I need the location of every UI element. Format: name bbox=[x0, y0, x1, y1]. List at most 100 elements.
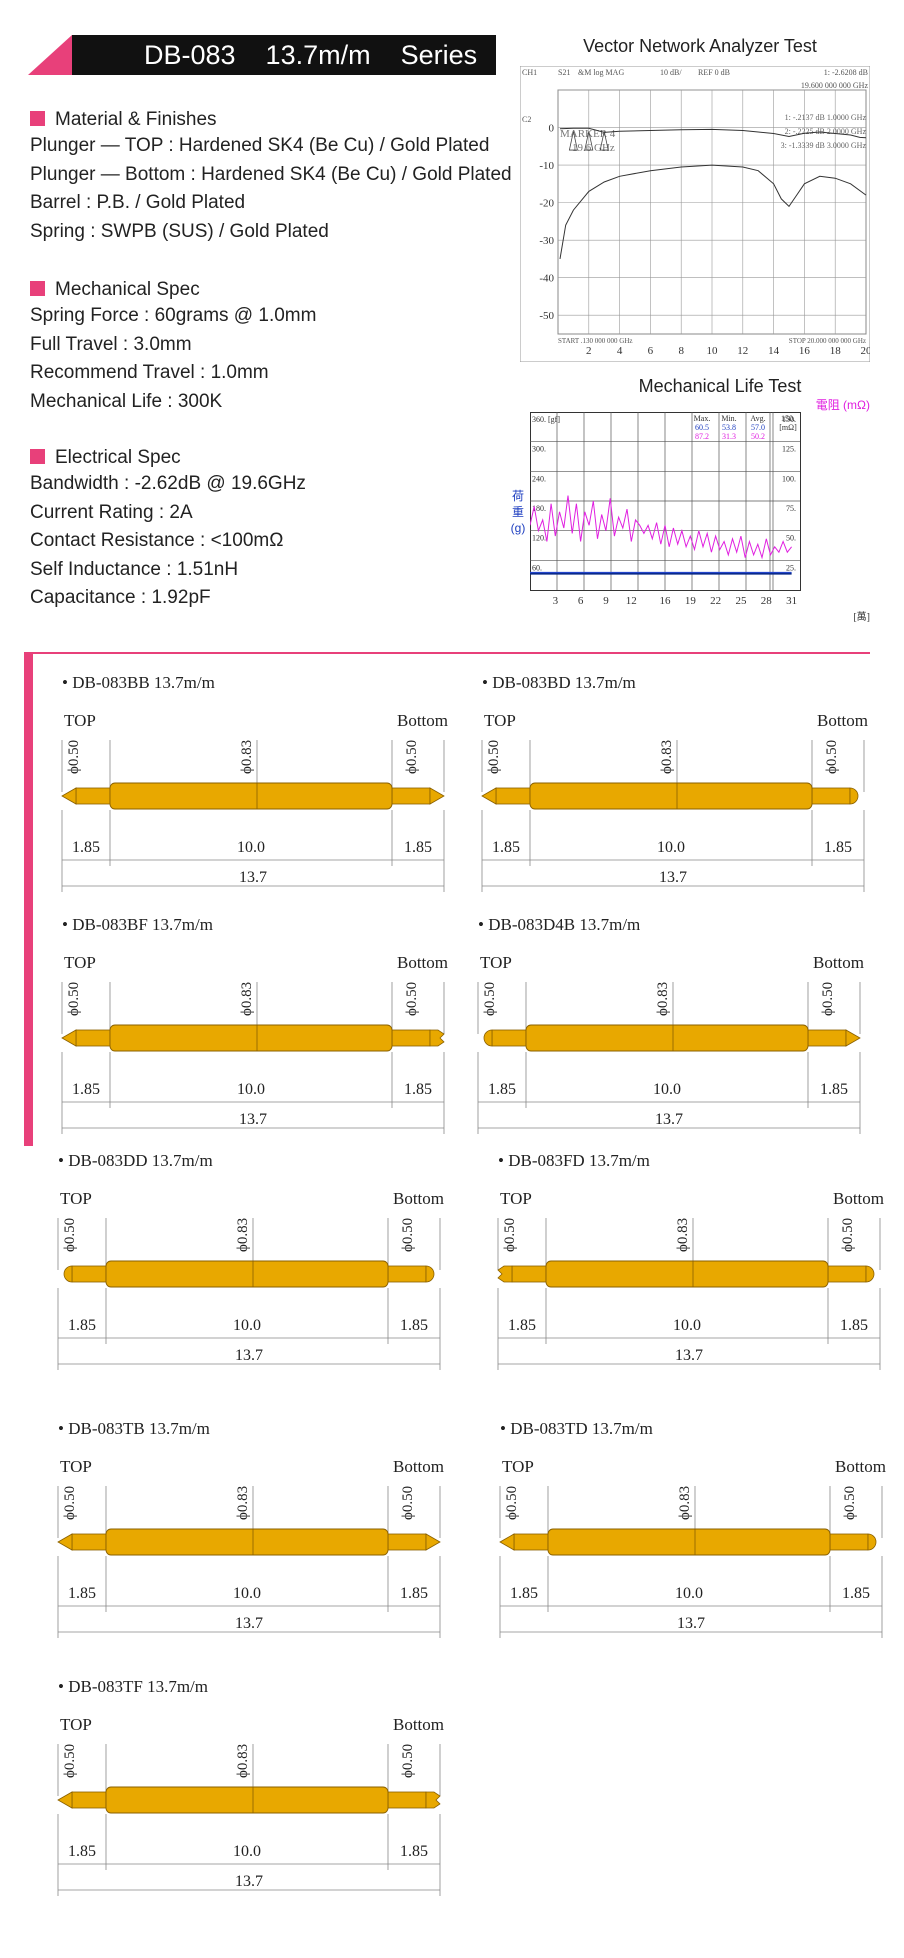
material-heading: Material & Finishes bbox=[30, 108, 512, 132]
vna-marker-arrow bbox=[568, 131, 578, 151]
plunger-top bbox=[75, 1029, 111, 1047]
length-mid: 10.0 bbox=[675, 1585, 703, 1602]
length-total: 13.7 bbox=[235, 1347, 263, 1364]
barrel bbox=[529, 782, 813, 810]
mech-life-x-tick: 16 bbox=[660, 595, 672, 607]
plunger-tip-cone bbox=[61, 787, 77, 805]
bottom-label: Bottom bbox=[835, 1457, 886, 1476]
vna-frame bbox=[520, 66, 870, 362]
vna-marker-readout: 1: -.2137 dB 1.0000 GHz bbox=[785, 113, 867, 122]
stats-header: Max. bbox=[694, 414, 711, 423]
vna-x-tick: 20 bbox=[861, 345, 871, 357]
pink-square-icon bbox=[30, 449, 45, 464]
diameter-bottom: ϕ0.50 bbox=[400, 1218, 416, 1252]
length-mid: 10.0 bbox=[233, 1843, 261, 1860]
diameter-bottom: ϕ0.50 bbox=[842, 1486, 858, 1520]
length-total: 13.7 bbox=[677, 1615, 705, 1632]
electrical-line: Current Rating : 2A bbox=[30, 501, 193, 523]
mechanical-heading-label: Mechanical Spec bbox=[55, 279, 200, 300]
diameter-mid: ϕ0.83 bbox=[655, 982, 671, 1016]
mechanical-line: Mechanical Life : 300K bbox=[30, 390, 223, 412]
bottom-label: Bottom bbox=[393, 1715, 444, 1734]
top-label: TOP bbox=[60, 1189, 92, 1208]
stats-cell: 57.0 bbox=[751, 423, 765, 432]
stats-header: Min. bbox=[721, 414, 736, 423]
plunger-tip-flat bbox=[425, 1791, 441, 1809]
bottom-label: Bottom bbox=[813, 953, 864, 972]
variant-name: • DB-083FD 13.7m/m bbox=[498, 1152, 650, 1170]
variant-name: • DB-083BB 13.7m/m bbox=[62, 674, 215, 692]
stats-cell: 50.2 bbox=[751, 432, 765, 441]
mech-life-x-tick: 28 bbox=[761, 595, 773, 607]
mech-left-axis-char: (g) bbox=[510, 521, 526, 535]
bottom-label: Bottom bbox=[397, 953, 448, 972]
plunger-tip-cone bbox=[57, 1791, 73, 1809]
mech-life-left-tick: 60. bbox=[532, 563, 542, 572]
variant-svg: • DB-083BD 13.7m/m TOP Bottom ϕ0.50 ϕ0.83 ϕ0.… bbox=[481, 673, 868, 892]
diameter-bottom: ϕ0.50 bbox=[840, 1218, 856, 1252]
mech-life-right-ticks: 150. 125. 100. 75. 50. 25. bbox=[782, 415, 796, 572]
variant-svg: • DB-083TB 13.7m/m TOP Bottom ϕ0.50 ϕ0.83 ϕ0.… bbox=[57, 1419, 444, 1638]
length-total: 13.7 bbox=[235, 1873, 263, 1890]
barrel bbox=[525, 1024, 809, 1052]
length-right: 1.85 bbox=[404, 839, 432, 856]
length-left: 1.85 bbox=[68, 1585, 96, 1602]
vna-x-tick: 16 bbox=[799, 345, 811, 357]
length-right: 1.85 bbox=[404, 1081, 432, 1098]
top-label: TOP bbox=[480, 953, 512, 972]
barrel bbox=[109, 782, 393, 810]
vna-hdr-format: &M log MAG bbox=[578, 68, 624, 77]
plunger-top bbox=[71, 1533, 107, 1551]
length-mid: 10.0 bbox=[233, 1317, 261, 1334]
plunger-bottom bbox=[829, 1533, 869, 1551]
plunger-bottom bbox=[827, 1265, 867, 1283]
length-mid: 10.0 bbox=[237, 839, 265, 856]
mech-life-left-tick: 360. [gf] bbox=[532, 415, 560, 424]
stats-cell: 87.2 bbox=[695, 432, 709, 441]
mech-right-axis-title: 電阻 (mΩ) bbox=[815, 398, 870, 412]
vna-x-tick: 6 bbox=[648, 345, 654, 357]
mech-life-left-ticks: 360. [gf] 300. 240. 180. 120. 60. bbox=[532, 415, 560, 572]
vna-hdr-marker1: 1: -2.6208 dB bbox=[824, 68, 868, 77]
variant-name: • DB-083DD 13.7m/m bbox=[58, 1152, 213, 1170]
diameter-mid: ϕ0.83 bbox=[239, 740, 255, 774]
top-label: TOP bbox=[500, 1189, 532, 1208]
diameter-top: ϕ0.50 bbox=[486, 740, 502, 774]
plunger-bottom bbox=[387, 1265, 427, 1283]
electrical-line: Capacitance : 1.92pF bbox=[30, 587, 211, 608]
stats-unit: [mΩ] bbox=[779, 423, 797, 432]
plunger-tip-cone bbox=[481, 787, 497, 805]
mechanical-section: Mechanical Spec Spring Force : 60grams @… bbox=[30, 278, 316, 416]
variant-card: • DB-083TF 13.7m/m TOP Bottom ϕ0.50 ϕ0.83 ϕ0.… bbox=[44, 1677, 444, 1910]
plunger-bottom bbox=[391, 787, 431, 805]
length-right: 1.85 bbox=[842, 1585, 870, 1602]
stats-cell: 60.5 bbox=[695, 423, 709, 432]
top-label: TOP bbox=[484, 711, 516, 730]
diameter-top: ϕ0.50 bbox=[62, 1744, 78, 1778]
mech-life-left-tick: 300. bbox=[532, 445, 546, 454]
vna-x-tick: 10 bbox=[707, 345, 719, 357]
vna-y-tick: -20 bbox=[539, 198, 554, 210]
variant-name: • DB-083TF 13.7m/m bbox=[58, 1678, 208, 1696]
stats-cell: 31.3 bbox=[722, 432, 736, 441]
electrical-heading: Electrical Spec bbox=[30, 446, 306, 470]
plunger-tip-cone bbox=[61, 1029, 77, 1047]
mechanical-line: Recommend Travel : 1.0mm bbox=[30, 362, 269, 383]
vna-start: START .130 000 000 GHz bbox=[558, 337, 633, 345]
variant-card: • DB-083BB 13.7m/m TOP Bottom ϕ0.50 ϕ0.83 ϕ0.… bbox=[48, 673, 448, 906]
mech-life-x-tick: 25 bbox=[735, 595, 747, 607]
variant-svg: • DB-083FD 13.7m/m TOP Bottom ϕ0.50 ϕ0.83 ϕ0.… bbox=[497, 1151, 884, 1370]
variant-svg: • DB-083DD 13.7m/m TOP Bottom ϕ0.50 ϕ0.83 ϕ0.… bbox=[57, 1151, 444, 1370]
mech-life-left-tick: 240. bbox=[532, 474, 546, 483]
top-label: TOP bbox=[60, 1715, 92, 1734]
plunger-bottom bbox=[811, 787, 851, 805]
title-bar: DB-083 13.7m/m Series bbox=[28, 35, 496, 75]
diameter-mid: ϕ0.83 bbox=[675, 1218, 691, 1252]
length-left: 1.85 bbox=[68, 1843, 96, 1860]
diameter-bottom: ϕ0.50 bbox=[400, 1486, 416, 1520]
mech-life-chart: 360. [gf] 300. 240. 180. 120. 60. 150. 125. 100… bbox=[530, 412, 870, 623]
plunger-tip-flat bbox=[429, 1029, 445, 1047]
length-mid: 10.0 bbox=[673, 1317, 701, 1334]
barrel bbox=[105, 1786, 389, 1814]
variant-name: • DB-083TB 13.7m/m bbox=[58, 1420, 210, 1438]
